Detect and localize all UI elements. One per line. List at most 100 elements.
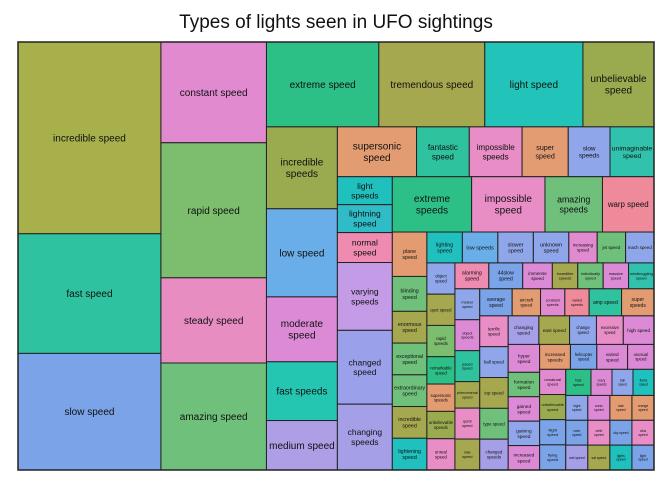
tile-medium-speed-15: medium speed — [265, 420, 338, 471]
tile-unbelievable-speeds-51: unbelievable speeds — [426, 410, 456, 440]
tile-meteor-speed-60: meteor speed — [454, 288, 481, 321]
tile-label: unknown speed — [540, 242, 562, 254]
tile-enormous-speed-34: enormous speed — [391, 310, 428, 344]
tile-label: note speed — [572, 429, 581, 437]
tile-label: fantastic speed — [428, 143, 458, 161]
tile-unreal-speed-52: unreal speed — [426, 438, 456, 471]
tile-label: unimaginable speed — [612, 145, 653, 160]
tile-rect — [596, 231, 627, 264]
tile-gained-speed-84: gained speed — [507, 396, 541, 422]
tile-label: quick speed — [462, 420, 472, 428]
tile-rect — [479, 407, 509, 440]
treemap-frame — [17, 41, 655, 471]
tile-light-speed-9: light speed — [484, 41, 584, 128]
tile-rect — [426, 262, 456, 295]
tile-label: hyper speed — [517, 353, 530, 365]
tile-rect — [539, 368, 567, 396]
tile-label: mindboggling speed — [630, 271, 653, 281]
tile-label: unusual speed — [634, 352, 648, 362]
tile-average-speed-66: average speed — [479, 288, 513, 317]
tile-label: ball speed — [618, 379, 627, 387]
tile-rect — [539, 444, 567, 471]
tile-unbelievable-speed-10: unbelievable speed — [582, 41, 655, 128]
tile-label: ball speed — [484, 360, 505, 365]
tile-label: fast speeds — [276, 387, 327, 398]
tile-rect — [160, 362, 267, 471]
tile-label: amazing speeds — [557, 194, 590, 214]
tile-label: medium speed — [269, 441, 335, 452]
tile-moderate-speed-13: moderate speed — [265, 296, 338, 363]
tile-label: average speed — [487, 297, 505, 309]
tile-label: top speed — [484, 390, 504, 395]
tile-label: unbelievable speeds — [429, 420, 454, 430]
tile-extreme-speeds-28: extreme speeds — [391, 176, 473, 233]
tile-label: unbelievable speed — [541, 402, 564, 412]
tile-label: super speeds — [630, 297, 647, 309]
tile-label: tremendous speed — [390, 80, 473, 91]
tile-star-speed-103: star speed — [609, 394, 633, 421]
tile-tremendous-speed-8: tremendous speed — [378, 41, 486, 128]
tile-incredible-speeds-11: incredible speeds — [265, 126, 338, 210]
tile-amazing-speed-6: amazing speed — [160, 362, 267, 471]
tile-label: object speed — [435, 274, 447, 284]
tile-label: lightning speed — [349, 209, 381, 229]
tile-rect — [336, 126, 418, 178]
tile-orange-speed-104: orange speed — [631, 394, 655, 421]
tile-orbit-speed-105: orbit speed — [587, 419, 611, 446]
tile-sky-speed-107: sky speed — [609, 419, 633, 446]
tile-label: terrific speed — [488, 326, 501, 336]
tile-rect — [336, 232, 393, 264]
tile-amp-speed-70: amp speed — [588, 288, 623, 317]
tile-label: rapid speeds — [434, 336, 448, 346]
tile-unknown-speed-42: unknown speed — [532, 231, 570, 264]
tile-night-speed-99: night speed — [565, 394, 589, 421]
tile-flame-speed-98: flame speed — [632, 368, 655, 396]
tile-rect — [577, 262, 604, 290]
tile-incredible-speeds-56: incredible speeds — [551, 262, 579, 290]
tile-light-speeds-22: light speeds — [336, 176, 393, 206]
tile-constant-speeds-68: constant speeds — [540, 288, 566, 317]
tile-label: changing speeds — [348, 427, 383, 447]
tile-object-speeds-61: object speeds — [454, 319, 481, 352]
tile-label: meteor speed — [461, 300, 474, 308]
tile-label: enormous speed — [398, 322, 422, 334]
tile-changing-speed-77: changing speed — [507, 315, 540, 345]
tile-hyper-speed-82: hyper speed — [507, 343, 541, 373]
tile-label: mid speed — [569, 456, 585, 460]
tile-rect — [454, 438, 481, 471]
tile-rect — [391, 342, 428, 376]
tile-label: quot speed — [430, 307, 452, 312]
tile-jet-speed-44: jet speed — [596, 231, 627, 264]
tile-increased-speeds-87: increased speeds — [539, 343, 571, 370]
tile-label: normal speed — [352, 238, 378, 258]
tile-label: gaining speed — [516, 428, 532, 440]
tile-aircraft-speed-67: aircraft speed — [511, 288, 542, 317]
tile-label: increased speeds — [545, 352, 566, 362]
tile-rect — [391, 231, 428, 277]
tile-rect — [539, 343, 571, 370]
tile-label: aircraft speed — [520, 297, 534, 307]
tile-rect — [479, 315, 509, 348]
tile-rect — [391, 275, 428, 312]
tile-label: 44slow speed — [498, 271, 514, 283]
tile-label: high speed — [627, 328, 650, 333]
tile-label: light speeds — [351, 181, 378, 201]
tile-sonic-speed-102: sonic speed — [587, 394, 611, 421]
tile-label: slow speeds — [579, 145, 600, 159]
tile-label: constant speed — [180, 88, 248, 99]
tile-rect — [426, 293, 456, 326]
tile-rect — [569, 343, 598, 370]
tile-varied-speed-89: varied speed — [596, 343, 629, 370]
tile-label: jet speed — [602, 245, 621, 250]
tile-rect — [622, 315, 655, 345]
tile-incredible-speed-0: incredible speed — [17, 41, 162, 235]
tile-label: fast speed — [573, 378, 584, 387]
tile-impossible-speed-29: impossible speed — [471, 176, 546, 233]
tile-label: increasing speed — [573, 242, 594, 252]
tile-ufos-speed-108: ufos speed — [631, 419, 655, 446]
tile-flying-speed-94: flying speed — [539, 444, 567, 471]
tile-label: sat speed — [592, 456, 607, 460]
tile-label: alarming speed — [462, 271, 482, 283]
tile-rate-speed-65: rate speed — [454, 438, 481, 471]
tile-changed-speeds-76: changed speeds — [479, 438, 509, 471]
